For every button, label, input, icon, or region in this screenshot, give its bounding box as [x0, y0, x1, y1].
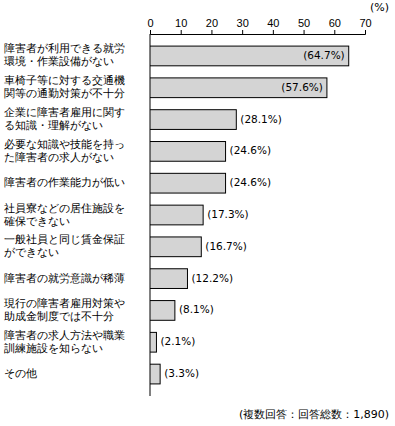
x-tick: 60	[329, 17, 341, 34]
x-tick: 0	[147, 17, 153, 34]
data-label: (64.7%)	[303, 49, 345, 61]
x-axis-line	[151, 30, 366, 35]
bar	[150, 332, 156, 352]
bars	[150, 46, 349, 384]
data-label: (16.7%)	[205, 240, 247, 252]
bar	[150, 46, 349, 66]
category-label: その他	[4, 367, 37, 380]
x-tick-mark	[273, 30, 274, 34]
x-axis: 0 10 20 30 40 50 60 70	[147, 17, 371, 35]
x-tick: 70	[359, 17, 371, 34]
data-label: (8.1%)	[179, 303, 214, 315]
x-tick: 20	[206, 17, 218, 34]
bar	[150, 301, 175, 321]
data-label: (28.1%)	[240, 113, 282, 125]
data-label: (12.2%)	[191, 272, 233, 284]
bar	[150, 205, 203, 225]
x-tick-mark	[304, 30, 305, 34]
category-label: 障害者が利用できる就労環境・作業設備がない	[4, 42, 125, 68]
x-tick-label: 40	[267, 17, 279, 29]
bar	[150, 142, 226, 162]
data-label: (24.6%)	[230, 176, 272, 188]
x-tick-label: 60	[329, 17, 341, 29]
x-tick: 50	[298, 17, 310, 34]
x-tick: 10	[175, 17, 187, 34]
category-label: 企業に障害者雇用に関する知識・理解がない	[4, 106, 125, 132]
x-tick-label: 70	[359, 17, 371, 29]
x-axis-label: (%)	[370, 1, 389, 14]
bar	[150, 110, 236, 130]
x-tick-mark	[150, 30, 151, 34]
annotation: (複数回答：回答総数：1,890)	[239, 408, 389, 421]
category-label: 障害者の作業能力が低い	[4, 176, 125, 189]
data-label: (57.6%)	[281, 81, 323, 93]
bar	[150, 269, 187, 289]
data-label: (2.1%)	[160, 335, 195, 347]
category-label: 障害者の求人方法や職業訓練施設を知らない	[4, 329, 125, 355]
plot: 0 10 20 30 40 50 60 70 障害者が利用できる就労環境・作業設備がない車椅子等…	[3, 17, 372, 396]
category-label: 現行の障害者雇用対策や助成金制度では不十分	[4, 297, 125, 323]
x-tick-label: 50	[298, 17, 310, 29]
x-tick-mark	[365, 30, 366, 34]
chart: 0 10 20 30 40 50 60 70 障害者が利用できる就労環境・作業設備がない車椅子等…	[0, 0, 395, 426]
x-tick-mark	[334, 30, 335, 34]
x-tick-label: 30	[237, 17, 249, 29]
x-tick-label: 10	[175, 17, 187, 29]
x-tick-mark	[242, 30, 243, 34]
x-tick: 30	[237, 17, 249, 34]
x-tick-mark	[181, 30, 182, 34]
bar	[150, 78, 327, 98]
x-tick-mark	[211, 30, 212, 34]
x-tick-label: 0	[147, 17, 153, 29]
y-labels: 障害者が利用できる就労環境・作業設備がない車椅子等に対する交通機関等の通勤対策が…	[3, 42, 125, 380]
bar	[150, 237, 201, 257]
bar	[150, 364, 160, 384]
data-labels: (64.7%) (57.6%) (28.1%) (24.6%) (24.6%) (17.3…	[160, 49, 344, 379]
x-tick: 40	[267, 17, 279, 34]
category-label: 必要な知識や技能を持った障害者の求人がない	[4, 138, 125, 164]
bar	[150, 173, 226, 193]
category-label: 障害者の就労意識が稀薄	[4, 272, 125, 285]
category-label: 車椅子等に対する交通機関等の通勤対策が不十分	[4, 74, 125, 100]
category-label: 一般社員と同じ賃金保証ができない	[4, 233, 125, 259]
category-label: 社員寮などの居住施設を確保できない	[3, 202, 125, 228]
data-label: (17.3%)	[207, 208, 249, 220]
x-tick-label: 20	[206, 17, 218, 29]
data-label: (3.3%)	[164, 367, 199, 379]
data-label: (24.6%)	[230, 144, 272, 156]
